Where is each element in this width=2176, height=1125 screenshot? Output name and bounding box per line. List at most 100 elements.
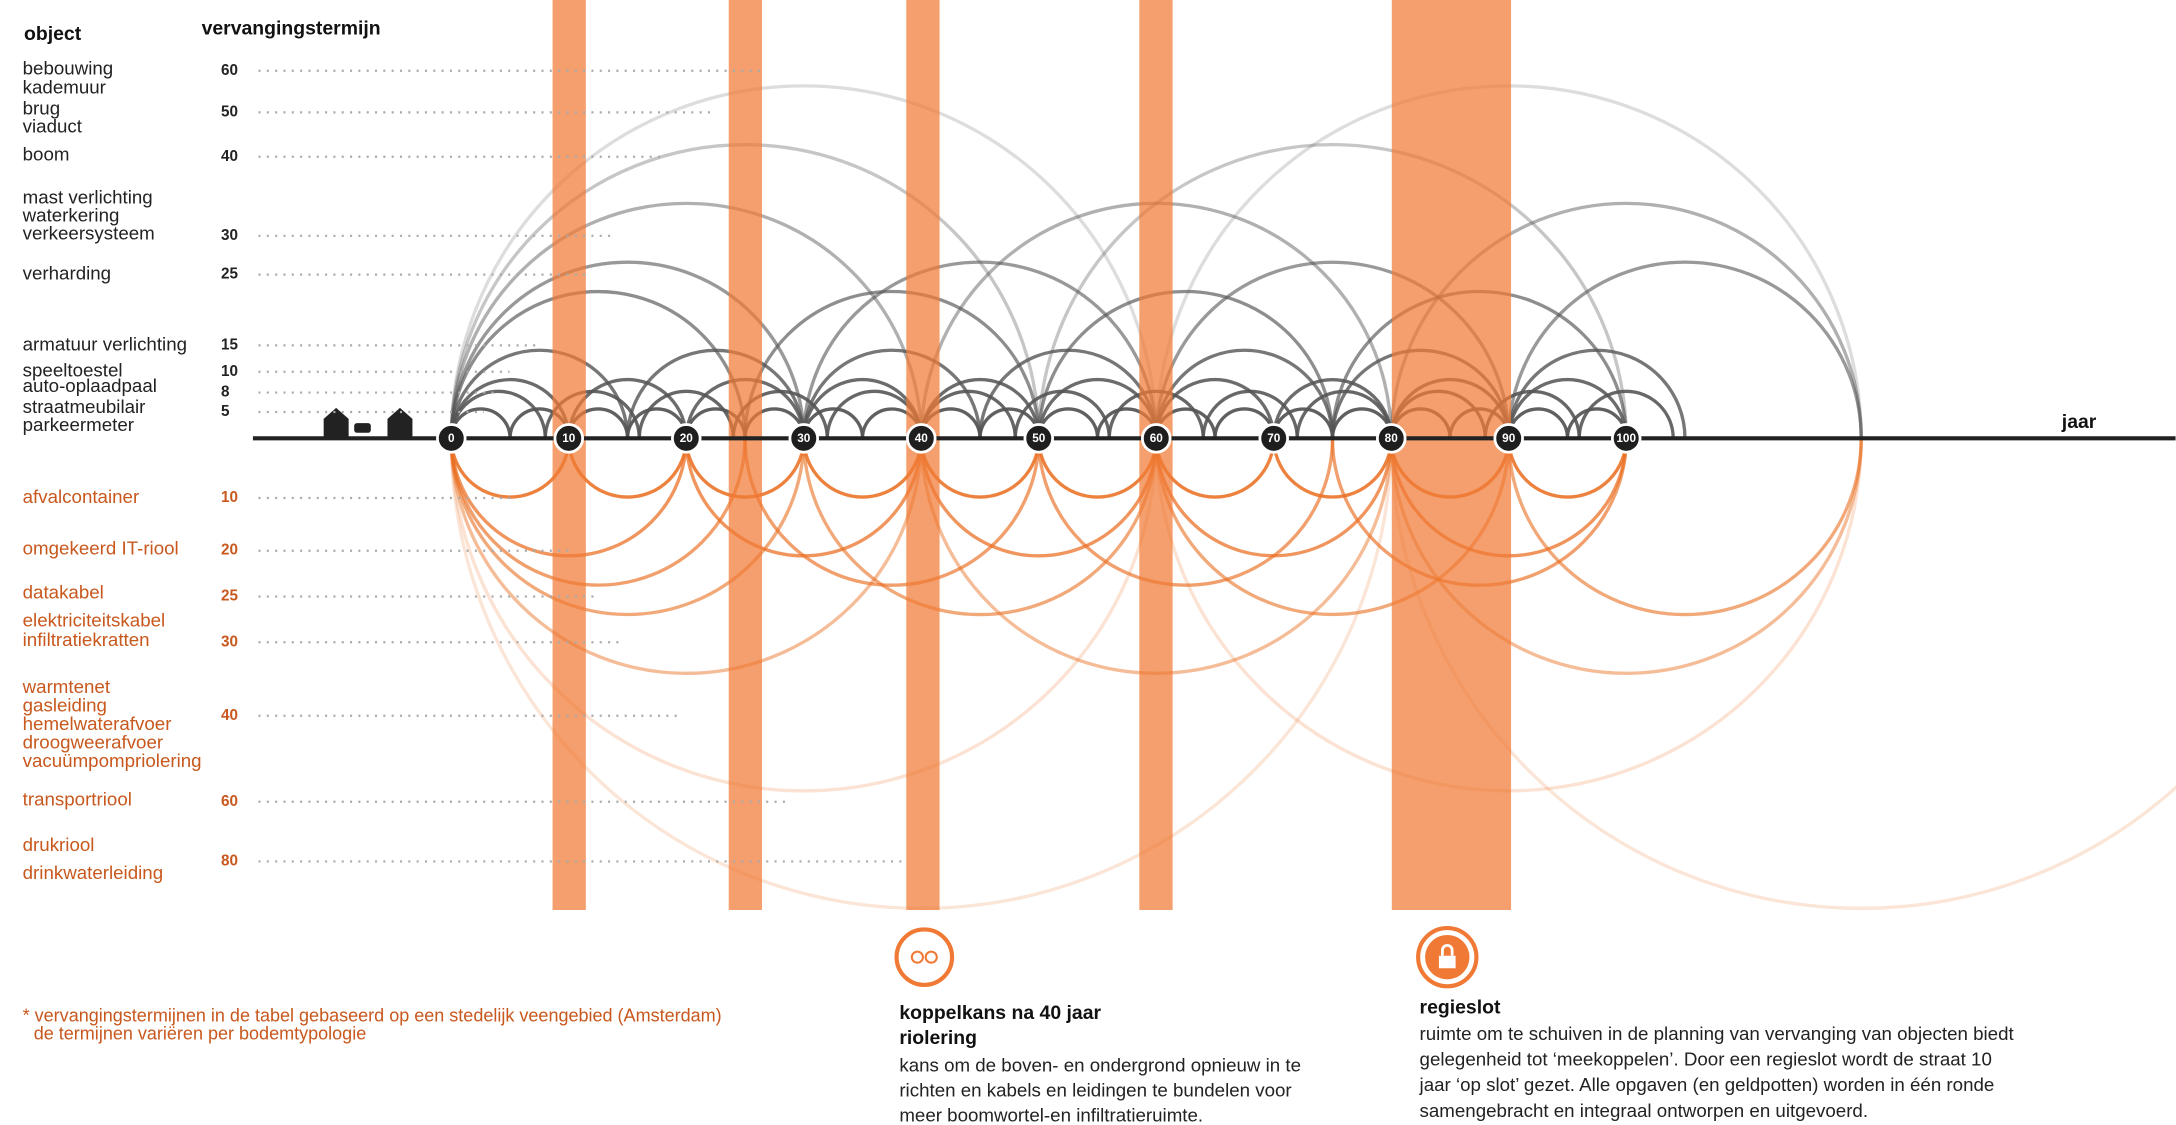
annotation-title: riolering <box>899 1027 977 1049</box>
header-object: object <box>24 23 82 45</box>
tick-marker <box>553 423 585 454</box>
tick-label: 20 <box>680 432 694 445</box>
icon-link <box>924 950 938 964</box>
arc-below <box>567 438 688 499</box>
bar <box>728 0 763 910</box>
houses <box>323 407 413 439</box>
tick-label: 10 <box>562 432 576 445</box>
house-icon <box>387 407 413 439</box>
tick-label: 80 <box>1385 432 1399 445</box>
object-label: gasleiding <box>23 694 107 715</box>
arc-above <box>1295 389 1393 439</box>
annotation-body: jaar ‘op slot’ gezet. Alle opgaven (en g… <box>1419 1074 1995 1095</box>
tick-marker <box>1375 423 1407 454</box>
arc-below <box>449 438 1158 793</box>
arc-above <box>637 389 735 439</box>
annotation-title: koppelkans na 40 jaar <box>899 1002 1101 1024</box>
object-label: infiltratiekratten <box>23 629 150 650</box>
arc-below <box>449 438 747 587</box>
icon-ring <box>894 927 955 987</box>
term-value: 30 <box>221 633 238 650</box>
term-value: 50 <box>221 103 238 120</box>
tick-marker <box>1610 423 1642 454</box>
header-term: vervangingstermijn <box>202 17 381 39</box>
object-label: bebouwing <box>23 57 114 78</box>
arcs <box>449 84 2176 910</box>
tick-marker <box>906 423 937 454</box>
tick-label: 30 <box>797 432 811 445</box>
arc-above <box>802 348 982 439</box>
annotation-body: kans om de boven- en ondergrond opnieuw … <box>899 1055 1301 1076</box>
arc-below <box>1507 438 1628 499</box>
tick-label: 100 <box>1616 432 1636 445</box>
term-value: 25 <box>221 588 238 605</box>
bar <box>1391 0 1512 910</box>
arc-above <box>625 348 806 439</box>
arc-below <box>1507 438 1863 617</box>
object-label: omgekeerd IT-riool <box>23 537 179 558</box>
arc-below <box>1037 438 1158 499</box>
tick-label: 40 <box>915 432 929 445</box>
object-label: boom <box>23 143 70 164</box>
arc-above <box>1037 143 1628 439</box>
arc-above <box>1577 389 1675 439</box>
object-label: parkeermeter <box>23 414 134 435</box>
term-value: 10 <box>221 363 238 380</box>
tick-marker <box>1023 423 1055 454</box>
arc-above <box>449 84 1158 439</box>
object-label: straatmeubilair <box>23 396 146 417</box>
annotation-body: samengebracht en integraal ontworpen en … <box>1420 1100 1869 1121</box>
object-label: droogweerafvoer <box>23 731 163 752</box>
arc-above <box>1507 260 1863 439</box>
object-label: mast verlichting <box>23 186 153 207</box>
icon-koppelkans <box>894 927 955 987</box>
object-label: brug <box>23 98 60 119</box>
term-value: 8 <box>221 384 230 401</box>
arc-below <box>449 438 923 675</box>
object-label: armatuur verlichting <box>23 333 187 354</box>
term-value: 80 <box>221 852 238 869</box>
term-value: 60 <box>221 62 238 79</box>
object-label: drinkwaterleiding <box>23 862 163 883</box>
tick-marker <box>671 423 702 454</box>
term-value: 10 <box>221 489 238 506</box>
arc-above <box>449 389 547 439</box>
tick-marker <box>788 423 820 454</box>
object-label: kademuur <box>23 77 106 98</box>
arc-above <box>802 260 1158 439</box>
tick-label: 50 <box>1032 432 1046 445</box>
object-label: verharding <box>23 263 111 284</box>
arc-above <box>1154 348 1335 439</box>
arc-above <box>449 260 806 439</box>
annotation-body: gelegenheid tot ‘meekoppelen’. Door een … <box>1420 1048 1992 1069</box>
term-value: 30 <box>221 227 238 244</box>
car-icon <box>354 423 371 433</box>
tick-marker <box>1140 423 1172 454</box>
tick-label: 70 <box>1267 432 1281 445</box>
object-label: datakabel <box>23 582 104 603</box>
house-icon <box>323 407 349 439</box>
object-label: waterkering <box>22 204 120 225</box>
icon-link <box>910 950 924 964</box>
arc-above <box>1507 378 1628 439</box>
arc-below <box>449 438 571 499</box>
lock-body <box>1438 955 1456 969</box>
arc-below <box>1272 438 1393 499</box>
object-label: viaduct <box>23 116 83 137</box>
object-label: drukriool <box>23 834 95 855</box>
object-label: transportriool <box>23 788 132 809</box>
object-label: afvalcontainer <box>23 486 140 507</box>
term-value: 40 <box>221 707 238 724</box>
bar <box>552 0 586 910</box>
object-label: speeltoestel <box>23 360 123 381</box>
tick-marker <box>1493 423 1524 454</box>
arc-below <box>449 438 806 617</box>
object-label: elektriciteitskabel <box>23 609 166 630</box>
icon-regieslot <box>1416 925 1479 989</box>
lock-shackle <box>1441 944 1454 956</box>
term-value: 25 <box>221 266 238 283</box>
footnote: de termijnen variëren per bodemtypologie <box>34 1024 366 1044</box>
